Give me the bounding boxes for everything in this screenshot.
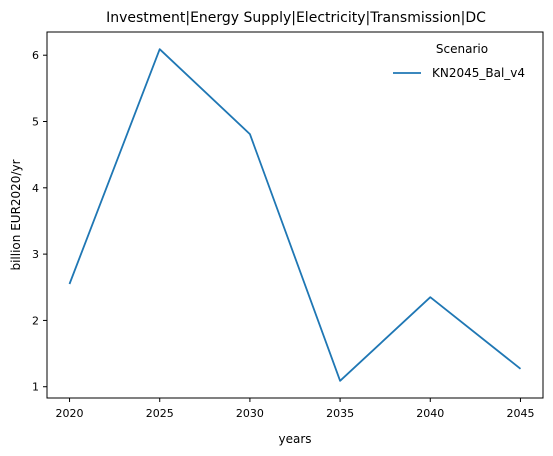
x-tick-label: 2020 [56,407,84,420]
x-tick-label: 2030 [236,407,264,420]
x-tick-label: 2025 [146,407,174,420]
y-tick-label: 1 [32,381,39,394]
y-axis: 1 2 3 4 5 6 [32,49,47,394]
y-axis-label: billion EUR2020/yr [9,159,23,270]
x-tick-label: 2045 [506,407,534,420]
y-tick-label: 4 [32,182,39,195]
y-tick-label: 5 [32,116,39,129]
x-axis-label: years [278,432,311,446]
series-layer [68,48,522,382]
x-tick-label: 2035 [326,407,354,420]
legend-title: Scenario [436,42,488,56]
y-tick-label: 2 [32,314,39,327]
y-tick-label: 3 [32,248,39,261]
chart-title: Investment|Energy Supply|Electricity|Tra… [106,10,486,26]
legend-entry-label: KN2045_Bal_v4 [432,66,525,80]
series-line [68,48,522,382]
plot-area [46,31,544,399]
legend: Scenario KN2045_Bal_v4 [393,42,525,80]
y-tick-label: 6 [32,49,39,62]
x-tick-label: 2040 [416,407,444,420]
x-axis: 2020 2025 2030 2035 2040 2045 [56,398,534,420]
